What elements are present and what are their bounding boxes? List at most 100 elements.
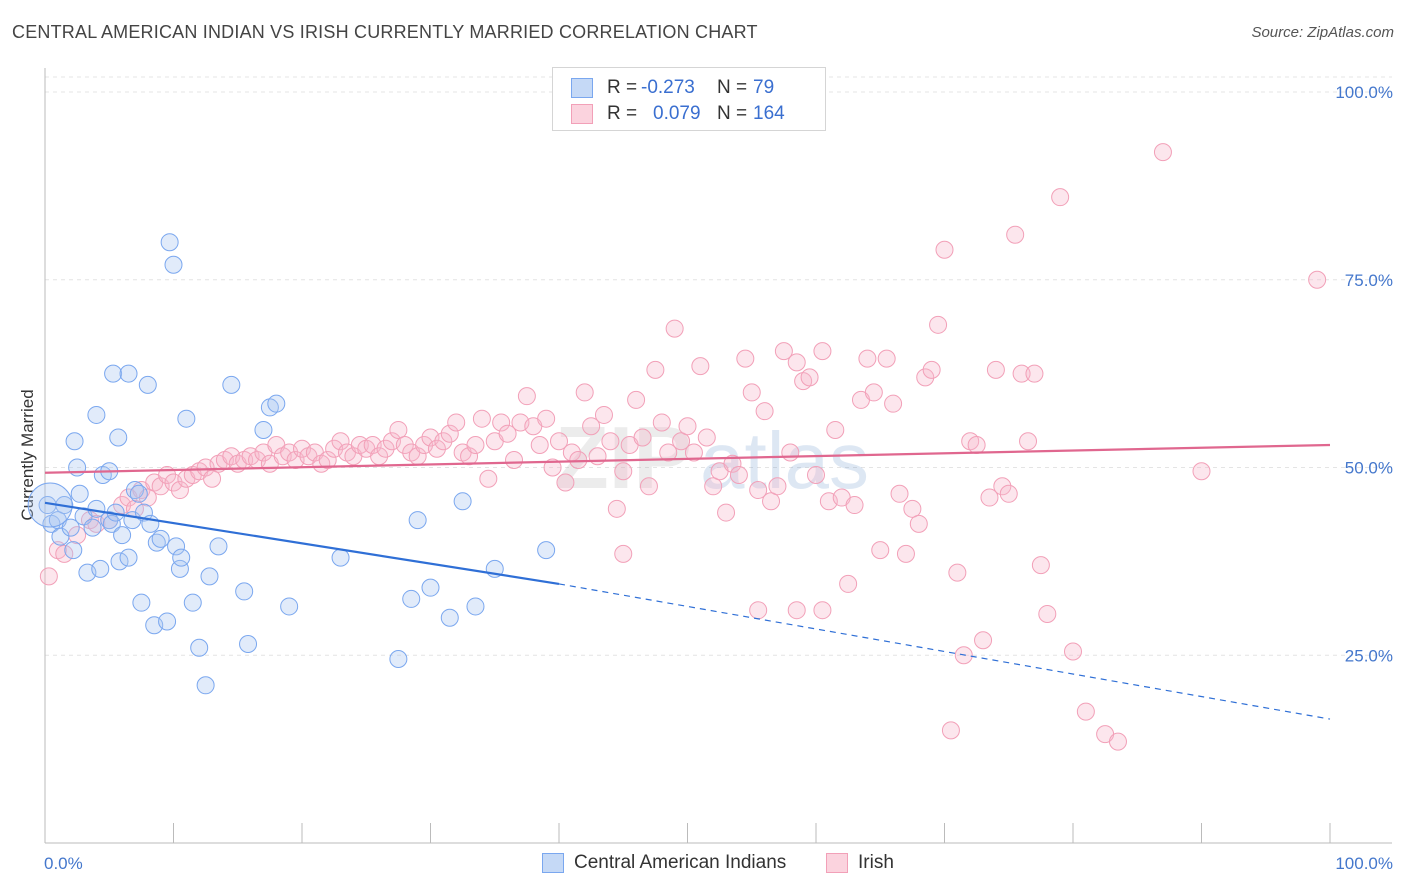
data-point [472,409,491,428]
y-tick-label: 100.0% [1335,83,1393,102]
data-point [736,349,755,368]
data-point [222,375,241,394]
data-point [929,315,948,334]
data-point [813,601,832,620]
data-point [453,492,472,511]
data-point [691,357,710,376]
data-point [729,466,748,485]
data-point [331,432,350,451]
data-point [974,631,993,650]
data-point [614,544,633,563]
data-point [421,578,440,597]
data-point [119,364,138,383]
data-point [318,451,337,469]
data-point [839,574,858,593]
data-point [402,589,421,608]
trend-lines [44,443,1331,720]
data-point [594,405,613,424]
data-point [646,360,665,379]
data-point [158,612,177,631]
data-point [440,608,459,627]
data-point [787,601,806,620]
data-point [1192,462,1211,481]
data-point [170,481,189,500]
data-point [119,548,138,567]
series-legend-item-irish[interactable]: Irish [826,852,894,874]
data-point [280,597,299,616]
data-point [903,499,922,518]
legend-swatch-cai [571,78,593,98]
data-point [68,458,87,477]
legend-n-label: N = [717,77,748,98]
trend-line-cai-extension [558,583,1331,720]
data-point [64,541,83,560]
data-point [909,514,928,533]
data-point [1153,143,1172,162]
data-point [537,541,556,560]
data-point [948,563,967,582]
data-point [935,240,954,259]
data-point [434,432,453,451]
gridlines [45,76,1392,656]
data-point [267,394,286,413]
data-point [196,676,215,695]
data-point [614,462,633,481]
data-point-cluster [27,482,73,528]
y-tick-labels: 25.0% 50.0% 75.0% 100.0% [1335,83,1393,665]
data-point [376,439,395,458]
data-point [826,420,845,439]
trend-line-irish [44,443,1331,474]
data-point [479,469,498,488]
data-point [239,634,258,653]
data-point [556,473,575,492]
data-point [684,443,703,462]
data-point [864,383,883,402]
data-point [172,548,191,567]
y-tick-label: 25.0% [1345,646,1393,665]
data-point [1031,556,1050,575]
series-legend-swatch-irish [826,853,848,873]
data-point [102,514,121,533]
legend-r-value: -0.273 [641,77,695,98]
data-point [235,582,254,601]
data-point [575,383,594,402]
series-legend: Central American Indians Irish [0,852,1406,876]
data-point [999,484,1018,503]
data-point [742,383,761,402]
data-point [569,451,588,469]
data-point [543,458,562,477]
series-legend-item-cai[interactable]: Central American Indians [542,852,786,874]
data-point [1038,604,1057,623]
legend-swatch-irish [571,104,593,124]
data-point [51,527,70,546]
data-point [209,537,228,556]
data-point [254,420,273,439]
legend-n-value: 79 [753,77,775,98]
data-point [203,469,222,488]
data-point [113,526,132,545]
data-point [749,601,768,620]
legend-n-value: 164 [753,103,785,124]
data-point [858,349,877,368]
data-point [633,428,652,447]
data-point [183,593,202,612]
axes [44,68,1392,844]
data-point [70,484,89,503]
data-point [1025,364,1044,383]
data-point [466,597,485,616]
data-point [800,368,819,387]
data-point [138,375,157,394]
data-point [440,424,459,443]
data-point [395,435,414,454]
series-legend-swatch-cai [542,853,564,873]
data-point [717,503,736,522]
data-point [627,390,646,409]
data-point [704,477,723,496]
series-legend-label-irish: Irish [858,852,894,873]
series-legend-label-cai: Central American Indians [574,852,787,873]
data-point [1064,642,1082,661]
data-point [659,443,678,462]
data-point [517,387,536,406]
data-point [665,319,684,338]
data-point [845,496,864,515]
